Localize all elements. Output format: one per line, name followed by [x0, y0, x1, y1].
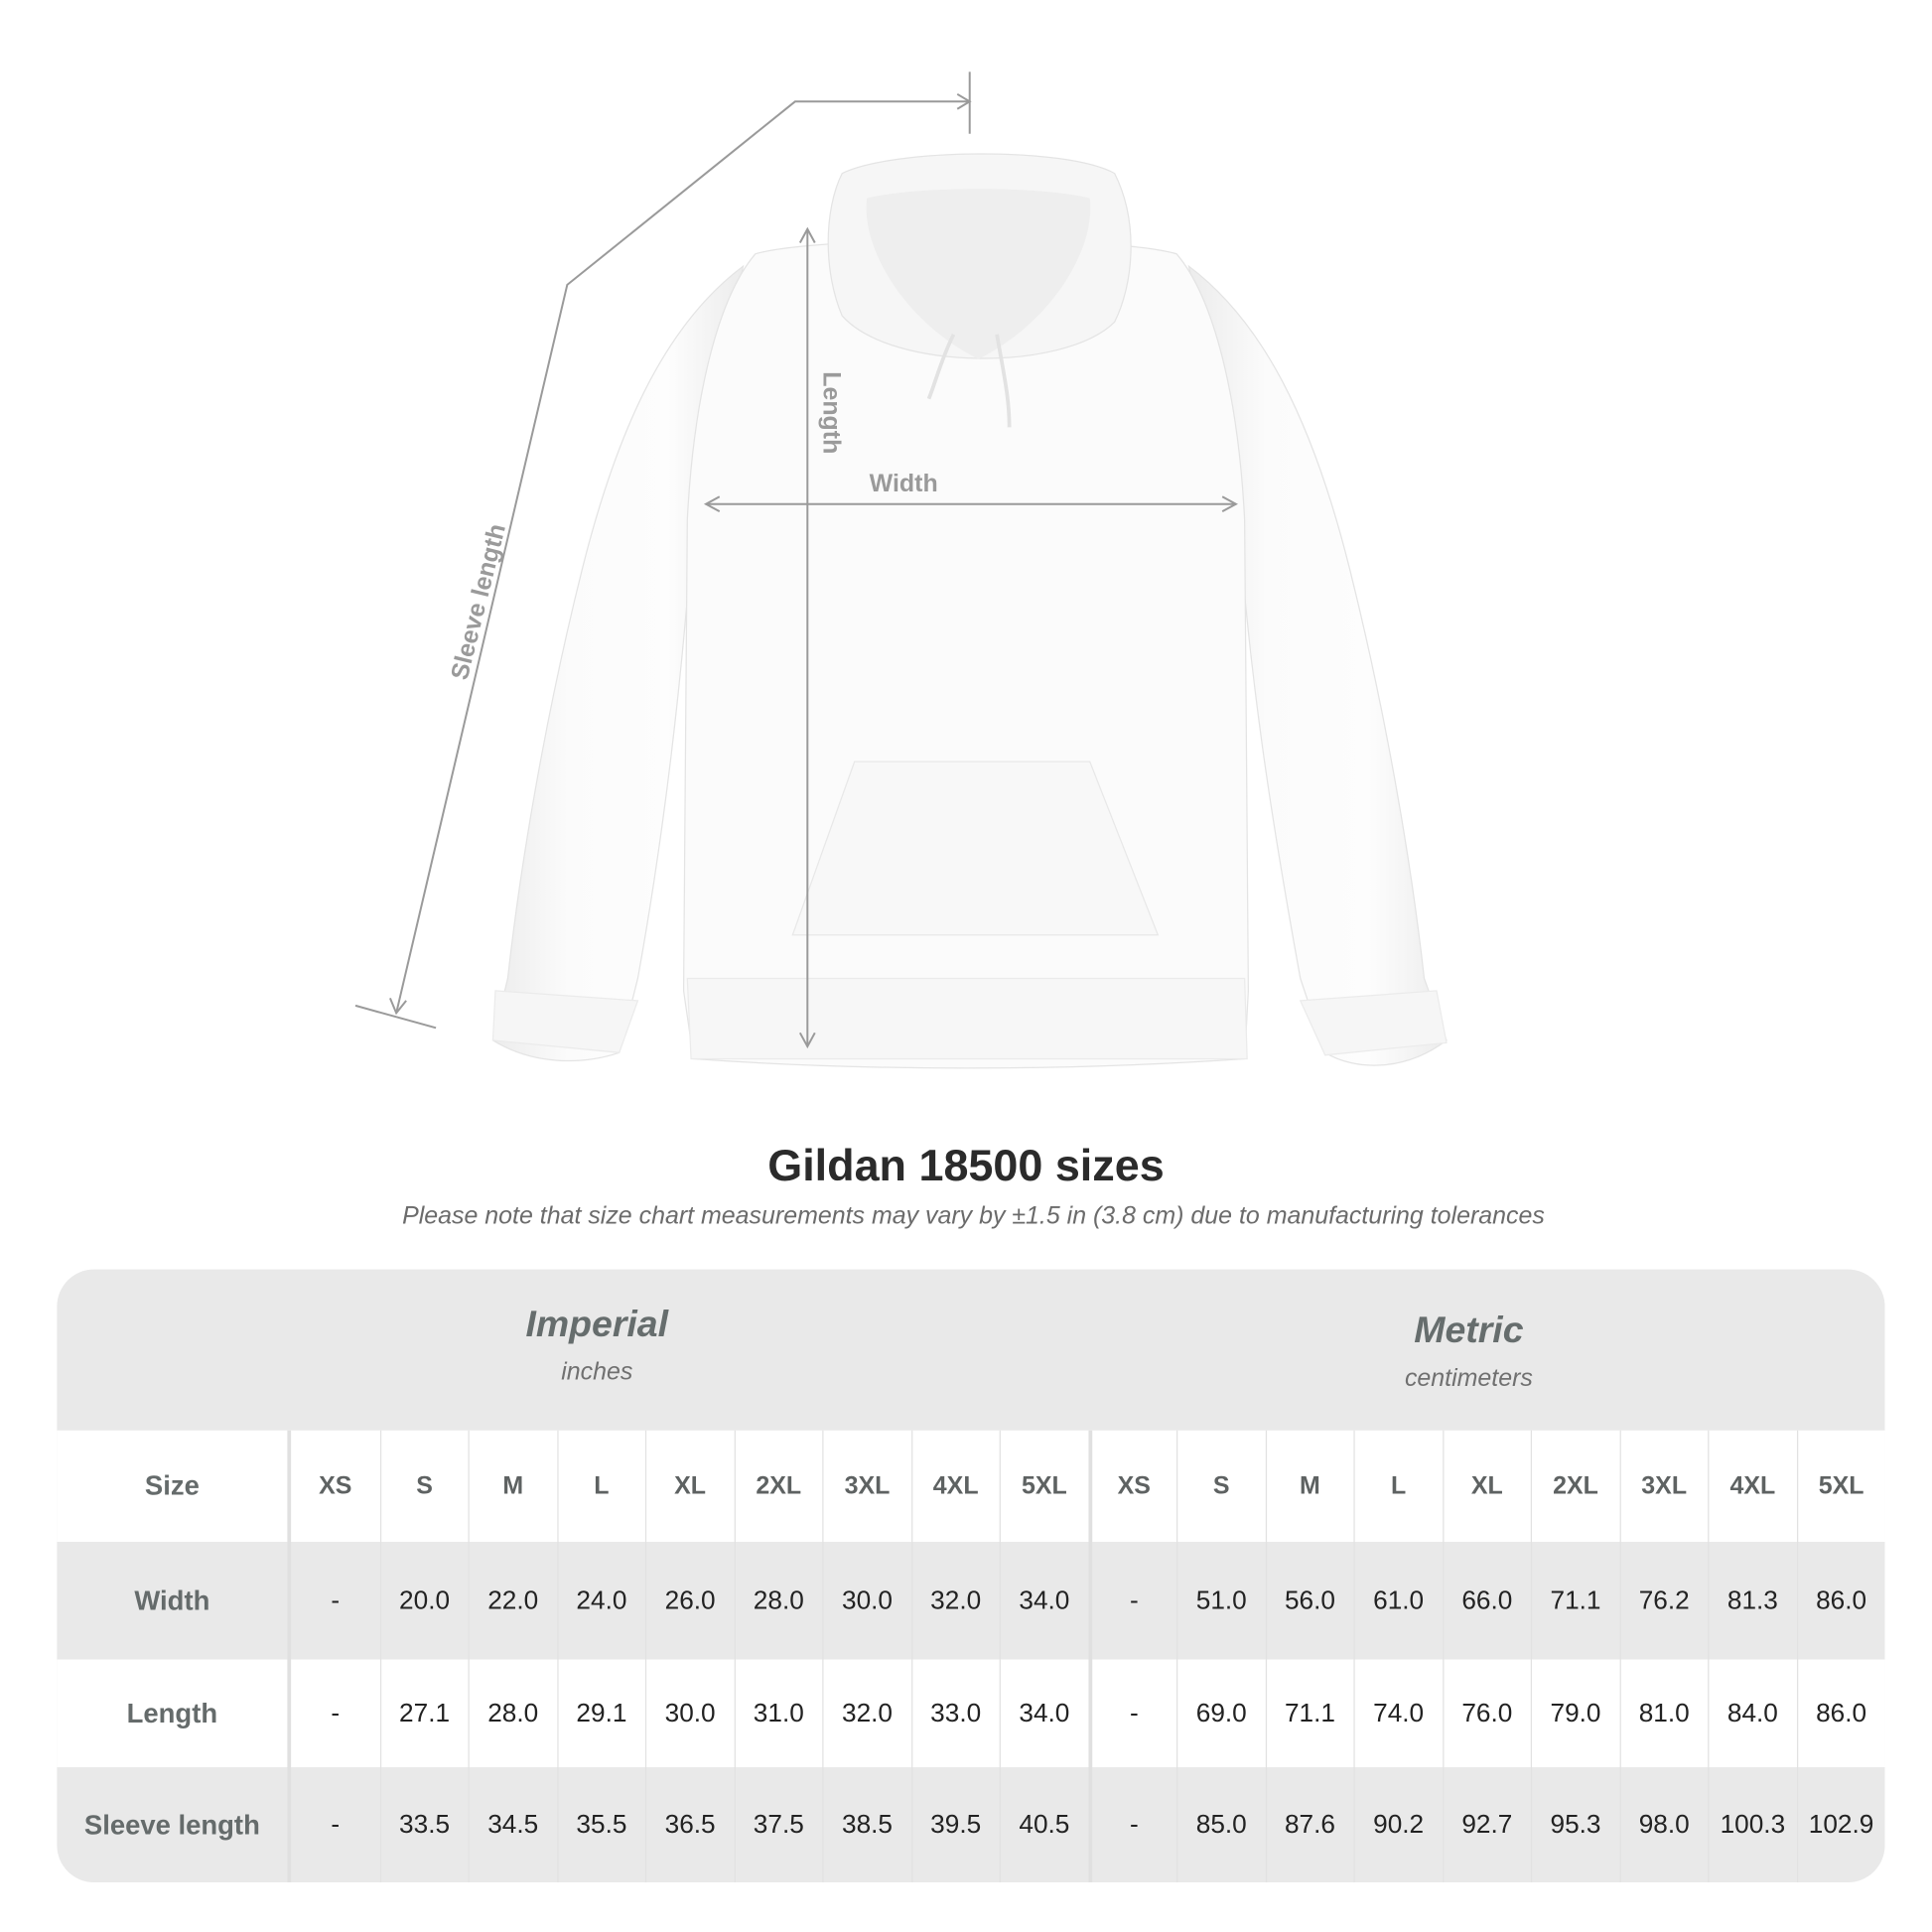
value-cell: -	[1087, 1542, 1176, 1660]
value-cell: 74.0	[1353, 1659, 1442, 1768]
size-header-cell: S	[1176, 1430, 1265, 1543]
table-row: Sleeve length - 33.5 34.5 35.5 36.5 37.5 38.5 39…	[57, 1767, 1884, 1883]
value-cell: 92.7	[1442, 1767, 1531, 1883]
row-label: Width	[57, 1542, 292, 1660]
size-header-cell: XS	[1087, 1430, 1176, 1543]
value-cell: 37.5	[734, 1767, 822, 1883]
width-label: Width	[870, 470, 938, 497]
size-header-cell: 5XL	[1796, 1430, 1884, 1543]
value-cell: -	[1087, 1659, 1176, 1768]
imperial-unit: inches	[561, 1358, 633, 1386]
size-header-cell: 5XL	[999, 1430, 1088, 1543]
value-cell: 86.0	[1796, 1542, 1884, 1660]
size-header-cell: XS	[319, 1471, 352, 1499]
value-cell: 85.0	[1176, 1767, 1265, 1883]
size-header-cell: 4XL	[910, 1430, 999, 1543]
size-header-cell: 2XL	[1530, 1430, 1619, 1543]
value-cell: 36.5	[644, 1767, 734, 1883]
value-cell: 33.5	[379, 1767, 468, 1883]
row-label: Size	[57, 1430, 292, 1543]
value-cell: 66.0	[1442, 1542, 1531, 1660]
value-cell: 34.5	[468, 1767, 557, 1883]
measurement-lines	[354, 71, 1238, 1049]
value-cell: 95.3	[1530, 1767, 1619, 1883]
value-cell: 100.3	[1708, 1767, 1796, 1883]
value-cell: 86.0	[1796, 1659, 1884, 1768]
value-cell: 90.2	[1353, 1767, 1442, 1883]
metric-unit: centimeters	[1404, 1364, 1533, 1393]
value-cell: 32.0	[822, 1659, 910, 1768]
value-cell: 34.0	[999, 1659, 1088, 1768]
value-cell: 32.0	[910, 1542, 999, 1660]
value-cell: 84.0	[1708, 1659, 1796, 1768]
value-cell: 71.1	[1265, 1659, 1353, 1768]
tolerance-note: Please note that size chart measurements…	[402, 1202, 1545, 1230]
value-cell: -	[1087, 1767, 1176, 1883]
value-cell: 40.5	[999, 1767, 1088, 1883]
hoodie-image	[491, 153, 1448, 1069]
value-cell: 28.0	[468, 1659, 557, 1768]
value-cell: 35.5	[556, 1767, 645, 1883]
value-cell: 27.1	[379, 1659, 468, 1768]
size-row: Size XS S M L XL 2XL 3XL 4XL 5XL XS S M L XL 2XL 3XL 4XL 5…	[57, 1430, 1885, 1543]
value-cell: 69.0	[1176, 1659, 1265, 1768]
metric-header: Metric centimeters	[1221, 1311, 1717, 1394]
row-label: Length	[57, 1659, 292, 1768]
value-cell: 56.0	[1265, 1542, 1353, 1660]
value-cell: 26.0	[644, 1542, 734, 1660]
page-title: Gildan 18500 sizes	[767, 1139, 1165, 1190]
value-cell: 71.1	[1530, 1542, 1619, 1660]
value-cell: 31.0	[734, 1659, 822, 1768]
value-cell: 39.5	[910, 1767, 999, 1883]
size-header-cell: L	[1353, 1430, 1442, 1543]
value-cell: 51.0	[1176, 1542, 1265, 1660]
value-cell: 81.3	[1708, 1542, 1796, 1660]
value-cell: 76.2	[1618, 1542, 1708, 1660]
size-header-cell: 2XL	[734, 1430, 822, 1543]
size-header-cell: 3XL	[822, 1430, 910, 1543]
value-cell: 30.0	[822, 1542, 910, 1660]
size-header-cell: S	[379, 1430, 468, 1543]
table-row: Width -20.0 22.0 24.0 26.0 28.0 30.0 32.0 34.0-5…	[57, 1542, 1884, 1660]
value-cell: 29.1	[556, 1659, 645, 1768]
value-cell: 102.9	[1796, 1767, 1884, 1883]
imperial-header: Imperial inches	[349, 1305, 845, 1388]
size-header-cell: XL	[1442, 1430, 1531, 1543]
value-cell: 61.0	[1353, 1542, 1442, 1660]
value-cell: 24.0	[556, 1542, 645, 1660]
size-header-cell: 3XL	[1618, 1430, 1708, 1543]
size-header-cell: M	[468, 1430, 557, 1543]
imperial-title: Imperial	[525, 1304, 669, 1345]
length-label: Length	[818, 371, 846, 454]
sleeve-length-label: Sleeve length	[446, 521, 511, 683]
value-cell: 87.6	[1265, 1767, 1353, 1883]
size-header-cell: XL	[644, 1430, 734, 1543]
value-cell: 28.0	[734, 1542, 822, 1660]
value-cell: -	[331, 1810, 341, 1839]
value-cell: 76.0	[1442, 1659, 1531, 1768]
hoodie-diagram: Length Width Sleeve length	[354, 71, 1448, 1069]
table-row: Length -27.1 28.0 29.1 30.0 31.0 32.0 33.0 34.0-…	[57, 1659, 1885, 1768]
value-cell: 98.0	[1618, 1767, 1708, 1883]
size-header-cell: L	[556, 1430, 645, 1543]
size-table: Imperial inches Metric centimeters Size X…	[57, 1269, 1885, 1883]
value-cell: 79.0	[1530, 1659, 1619, 1768]
metric-title: Metric	[1414, 1310, 1524, 1351]
value-cell: 22.0	[468, 1542, 557, 1660]
row-label: Sleeve length	[57, 1767, 292, 1883]
value-cell: -	[331, 1698, 341, 1727]
size-header-cell: 4XL	[1708, 1430, 1796, 1543]
value-cell: 38.5	[822, 1767, 910, 1883]
value-cell: 81.0	[1618, 1659, 1708, 1768]
size-header-cell: M	[1265, 1430, 1353, 1543]
value-cell: -	[331, 1586, 341, 1614]
value-cell: 34.0	[999, 1542, 1088, 1660]
value-cell: 20.0	[379, 1542, 468, 1660]
value-cell: 33.0	[910, 1659, 999, 1768]
sleeve-length-line	[395, 100, 970, 1014]
value-cell: 30.0	[644, 1659, 734, 1768]
